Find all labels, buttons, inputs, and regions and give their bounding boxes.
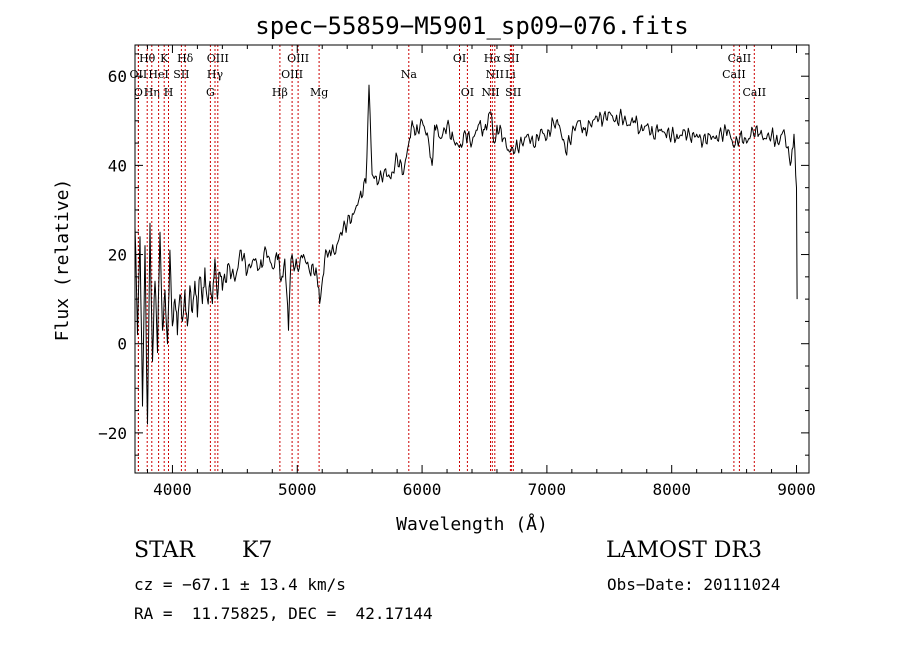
line-label: Na — [401, 68, 418, 81]
line-label: CaII — [728, 52, 752, 65]
line-label: SII — [173, 68, 189, 81]
y-tick-label: −20 — [98, 424, 127, 443]
line-label: NII — [481, 86, 499, 99]
plot-frame — [134, 44, 810, 474]
line-label: OIII — [281, 68, 303, 81]
x-tick-label: 7000 — [528, 480, 567, 499]
x-tick-label: 8000 — [652, 480, 691, 499]
y-axis-label: Flux (relative) — [52, 179, 73, 342]
y-tick-label: 20 — [108, 246, 127, 265]
line-label: HeI — [148, 68, 168, 81]
line-label: Hβ — [272, 86, 288, 99]
line-label: SII — [505, 86, 521, 99]
y-tick-label: 0 — [117, 335, 127, 354]
line-label: H — [164, 86, 174, 99]
line-label: OIII — [207, 52, 229, 65]
x-tick-label: 5000 — [278, 480, 317, 499]
flux-series — [134, 84, 798, 425]
x-tick-label: 9000 — [777, 480, 816, 499]
object-subclass: K7 — [242, 538, 273, 563]
redshift-value: cz = −67.1 ± 13.4 km/s — [134, 575, 346, 594]
x-tick-label: 4000 — [153, 480, 192, 499]
y-tick-label: 60 — [108, 67, 127, 86]
line-label: OI — [461, 86, 474, 99]
line-label: NII — [486, 68, 504, 81]
line-label: Hδ — [177, 52, 194, 65]
line-label: CaII — [742, 86, 766, 99]
x-axis-label: Wavelength (Å) — [396, 513, 548, 535]
y-tick-label: 40 — [108, 156, 127, 175]
line-label: Mg — [310, 86, 328, 99]
line-label: OI — [453, 52, 466, 65]
line-label: Hα — [484, 52, 502, 65]
line-label: Hη — [144, 86, 160, 99]
line-label: OIII — [287, 52, 309, 65]
line-label: Li — [505, 68, 516, 81]
object-class: STAR — [134, 538, 195, 563]
coordinates: RA = 11.75825, DEC = 42.17144 — [134, 604, 433, 623]
obs-date: Obs−Date: 20111024 — [607, 575, 781, 594]
line-label: SII — [503, 52, 519, 65]
series-flux — [134, 84, 798, 425]
line-label: Hθ — [139, 52, 156, 65]
line-label: CaII — [722, 68, 746, 81]
axis-ticks: 4000 5000 6000 7000 8000 9000 −20 0 20 40 60 — [98, 45, 816, 499]
chart-title: spec−55859−M5901_sp09−076.fits — [255, 12, 688, 40]
line-label: K — [160, 52, 169, 65]
x-tick-label: 6000 — [403, 480, 442, 499]
line-label: Hγ — [207, 68, 224, 81]
line-label: G — [206, 86, 215, 99]
line-label: O — [134, 86, 143, 99]
survey-label: LAMOST DR3 — [606, 538, 762, 563]
